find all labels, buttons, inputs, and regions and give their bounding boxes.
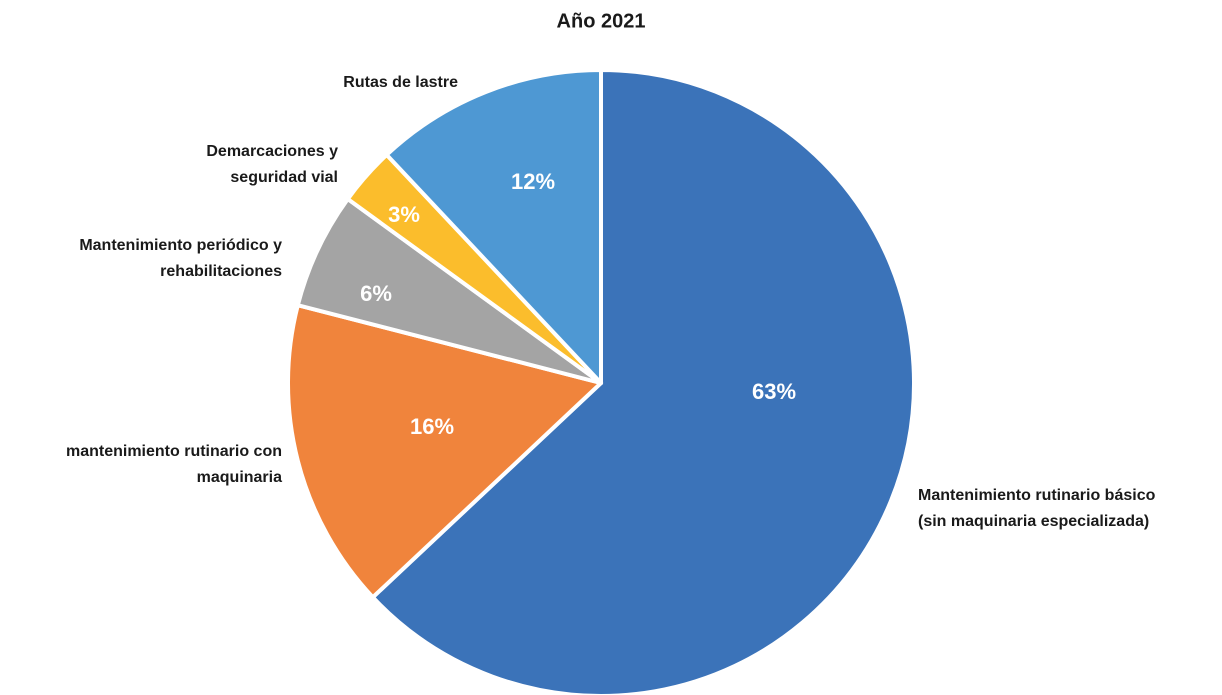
chart-title: Año 2021: [557, 10, 646, 32]
data-label: 6%: [360, 281, 392, 306]
data-label: 63%: [752, 379, 796, 404]
pie-slice: [370, 68, 916, 695]
category-label: Demarcaciones y: [206, 143, 338, 160]
category-label: mantenimiento rutinario con: [66, 443, 282, 460]
category-label: (sin maquinaria especializada): [918, 513, 1149, 530]
category-label: Mantenimiento rutinario básico: [918, 487, 1156, 504]
pie-slice: [384, 68, 603, 385]
pie-slice: [286, 303, 603, 600]
category-label: Rutas de lastre: [343, 74, 458, 91]
data-label: 12%: [511, 169, 555, 194]
pie-slice: [295, 197, 603, 385]
category-label: seguridad vial: [230, 169, 338, 186]
data-label: 16%: [410, 414, 454, 439]
category-label: maquinaria: [197, 469, 282, 486]
category-label: rehabilitaciones: [160, 263, 282, 280]
data-label: 3%: [388, 202, 420, 227]
category-label: Mantenimiento periódico y: [79, 237, 282, 254]
